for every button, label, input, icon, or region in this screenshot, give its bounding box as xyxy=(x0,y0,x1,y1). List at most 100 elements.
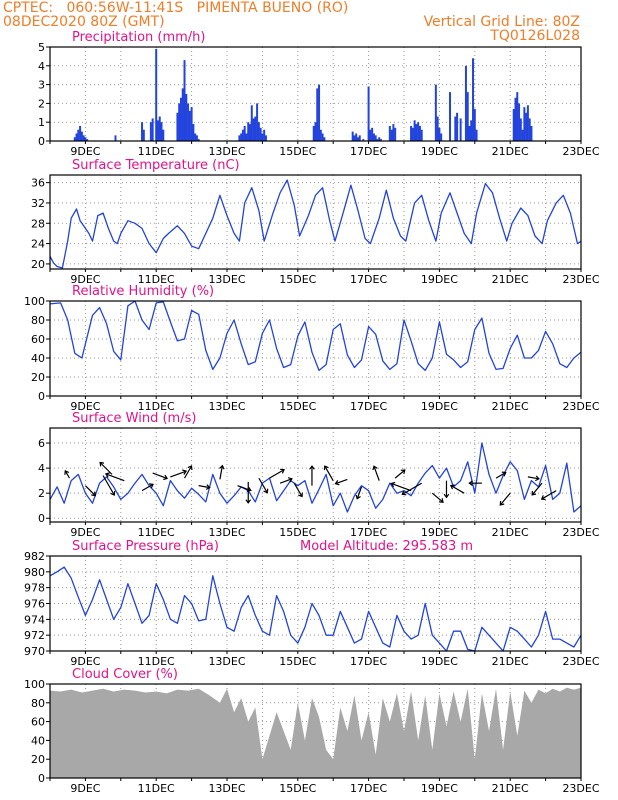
precip-bar xyxy=(530,125,533,141)
wind-arrow-head xyxy=(91,491,97,497)
wind-arrow-head xyxy=(531,490,537,496)
precip-bar xyxy=(528,118,531,141)
y-tick-label: 0 xyxy=(38,135,45,148)
wind-panel xyxy=(46,427,582,525)
y-tick-label: 0 xyxy=(38,772,45,785)
precip-bar xyxy=(378,137,381,141)
precip-bar xyxy=(245,133,248,141)
precip-bar xyxy=(77,129,80,141)
wind-arrow xyxy=(391,482,412,492)
precip-bar xyxy=(436,116,439,141)
temp-frame xyxy=(49,174,582,270)
wind-frame xyxy=(49,427,582,523)
model-id: TQ0126L028 xyxy=(490,28,580,44)
precip-bar xyxy=(197,139,200,141)
precip-bar xyxy=(192,124,195,141)
y-tick-label: 982 xyxy=(24,550,45,563)
precip-bar xyxy=(420,129,423,141)
x-tick-label: 11DEC xyxy=(138,273,175,286)
precip-bar xyxy=(523,107,526,141)
wind-vectors xyxy=(64,461,557,506)
precip-bar xyxy=(468,125,471,141)
precip-bar xyxy=(367,86,370,141)
precip-bar xyxy=(178,103,181,141)
temp-title: Surface Temperature (nC) xyxy=(72,158,240,173)
precip-bar xyxy=(449,92,452,141)
wind-title: Surface Wind (m/s) xyxy=(72,411,196,426)
x-tick-label: 17DEC xyxy=(350,273,387,286)
precip-bar xyxy=(141,122,144,141)
x-tick-label: 13DEC xyxy=(208,655,245,668)
x-tick-label: 19DEC xyxy=(421,145,458,158)
precip-bar xyxy=(264,135,267,141)
precip-bar xyxy=(519,118,522,141)
precip-bar xyxy=(160,122,163,141)
precip-bar xyxy=(257,122,260,141)
x-tick-label: 13DEC xyxy=(208,400,245,413)
precip-bar xyxy=(162,129,165,141)
vertical-grid-note: Vertical Grid Line: 80Z xyxy=(423,14,580,30)
precip-bar xyxy=(149,122,152,141)
y-tick-label: 60 xyxy=(31,333,45,346)
wind-arrow-head xyxy=(287,477,293,483)
x-tick-label: 15DEC xyxy=(279,400,316,413)
wind-arrow-head xyxy=(390,481,396,488)
wind-arrow-head xyxy=(540,495,546,501)
wind-arrow xyxy=(394,469,406,479)
x-tick-label: 9DEC xyxy=(70,145,100,158)
precip-bar xyxy=(475,129,478,141)
x-tick-label: 17DEC xyxy=(350,655,387,668)
wind-arrow xyxy=(279,478,293,484)
precip-bar xyxy=(247,122,250,141)
precip-bar xyxy=(181,88,184,141)
wind-arrow xyxy=(495,472,507,479)
precip-bar xyxy=(250,105,253,141)
wind-arrow-head xyxy=(64,470,70,475)
wind-arrow-head xyxy=(334,480,340,486)
wind-arrow xyxy=(99,462,113,475)
x-tick-label: 9DEC xyxy=(70,526,100,539)
x-tick-label: 17DEC xyxy=(350,782,387,795)
x-tick-label: 17DEC xyxy=(350,145,387,158)
y-tick-label: 20 xyxy=(31,753,45,766)
x-tick-label: 9DEC xyxy=(70,782,100,795)
y-tick-label: 2 xyxy=(38,487,45,500)
x-tick-label: 9DEC xyxy=(70,273,100,286)
wind-arrow-head xyxy=(182,469,188,475)
wind-arrow xyxy=(373,465,380,481)
wind-arrow-head xyxy=(205,484,211,490)
y-tick-label: 2 xyxy=(38,97,45,110)
precip-bar xyxy=(518,103,521,141)
y-tick-label: 40 xyxy=(31,352,45,365)
precip-bar xyxy=(254,116,257,141)
wind-arrow-head xyxy=(187,465,193,471)
pres-panel xyxy=(46,555,582,654)
precip-bar xyxy=(176,112,179,141)
precip-bar xyxy=(187,103,190,141)
x-tick-label: 15DEC xyxy=(279,145,316,158)
precip-bar xyxy=(312,125,315,141)
y-tick-label: 4 xyxy=(38,462,45,475)
x-tick-label: 19DEC xyxy=(421,782,458,795)
precip-bar xyxy=(241,129,244,141)
wind-arrow xyxy=(402,482,423,495)
precip-bar xyxy=(238,135,241,141)
y-tick-label: 980 xyxy=(24,566,45,579)
precip-bar xyxy=(75,133,78,141)
y-tick-label: 100 xyxy=(24,678,45,691)
wind-series-line xyxy=(49,442,582,513)
wind-arrow xyxy=(269,469,285,479)
pres-series-line xyxy=(49,566,582,652)
x-tick-label: 23DEC xyxy=(562,273,599,286)
wind-arrow xyxy=(198,485,210,489)
wind-arrow xyxy=(335,478,348,485)
wind-arrow-head xyxy=(449,484,455,490)
x-tick-label: 13DEC xyxy=(208,526,245,539)
precip-bar xyxy=(526,105,529,141)
x-tick-label: 11DEC xyxy=(138,400,175,413)
precip-bar xyxy=(316,88,319,141)
rh-panel xyxy=(46,300,582,399)
precip-bar xyxy=(379,139,382,141)
wind-arrow-head xyxy=(355,494,361,500)
